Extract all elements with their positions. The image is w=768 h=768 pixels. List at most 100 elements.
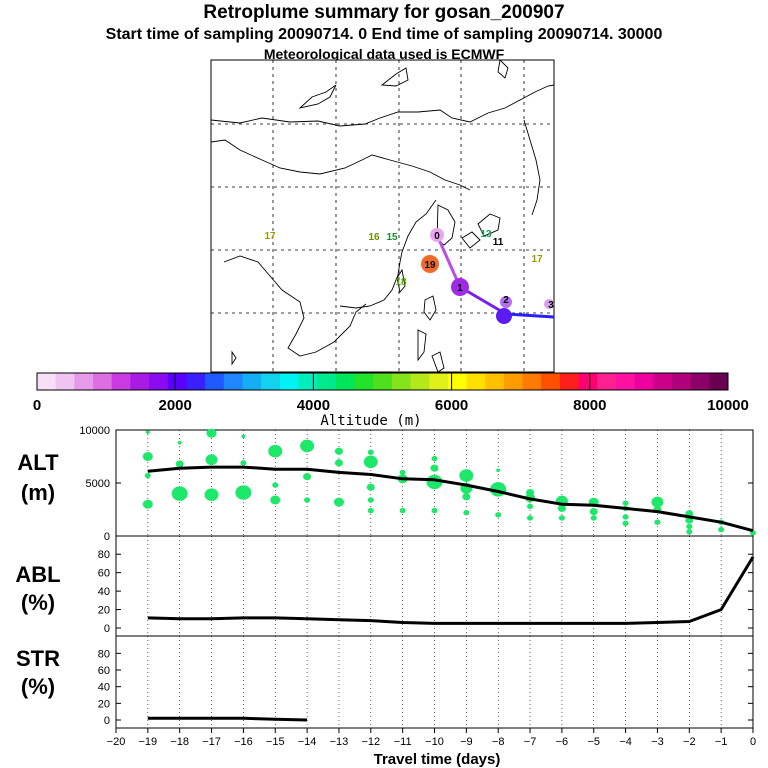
retroplume-map: 0 1 2 3 17 16 15 13 11 17 19 18 (210, 59, 555, 373)
y-tick-label: 80 (98, 549, 110, 561)
colorbar-segment (167, 373, 187, 390)
cluster-point (495, 512, 502, 518)
map-frame (210, 59, 555, 373)
cluster-point (145, 430, 150, 434)
colorbar-segment (317, 373, 337, 390)
cluster-point (333, 497, 344, 507)
colorbar-segment (653, 373, 673, 390)
cluster-point (268, 444, 283, 458)
point-label-1: 1 (457, 283, 463, 294)
x-tick-label: −12 (361, 736, 380, 748)
colorbar-segment (429, 373, 449, 390)
colorbar-segment (93, 373, 113, 390)
colorbar-segment (373, 373, 393, 390)
time-series-panels: 0 5000 10000 ALT (m) 0 20 40 60 80 ABL (%) 0 20 40 60 80… (15, 425, 756, 729)
x-tick-label: −10 (425, 736, 444, 748)
cluster-point (367, 507, 374, 514)
x-axis-label: Travel time (days) (374, 751, 501, 768)
cluster-point (241, 434, 246, 439)
trajectory-point-2 (496, 308, 512, 324)
panel-abl: 0 20 40 60 80 ABL (%) (15, 535, 755, 637)
colorbar-segment (709, 373, 729, 390)
y-tick-label: 20 (98, 698, 110, 710)
cluster-point (144, 472, 151, 479)
series-line-alt (147, 465, 754, 533)
colorbar-segment (279, 373, 299, 390)
cluster-point (622, 514, 629, 520)
colorbar-segment (690, 373, 710, 390)
x-tick-label: −3 (651, 736, 664, 748)
cluster-point (496, 468, 501, 473)
x-tick-label: −9 (460, 736, 473, 748)
x-tick-label: −1 (715, 736, 728, 748)
colorbar-segment (111, 373, 131, 390)
panel-unit-label: (%) (21, 674, 55, 699)
x-tick-label: −14 (298, 736, 317, 748)
x-tick-label: −5 (587, 736, 600, 748)
meteo-data-line: Meteorological data used is ECMWF (263, 46, 505, 62)
colorbar-segment (615, 373, 636, 390)
cluster-point (654, 519, 661, 525)
cluster-point (304, 497, 311, 503)
y-tick-label: 5000 (86, 478, 110, 490)
colorbar-segment (261, 373, 281, 390)
cluster-point (651, 496, 664, 508)
cluster-point (235, 485, 252, 500)
y-tick-label: 20 (98, 605, 110, 617)
y-tick-label: 80 (98, 648, 110, 660)
colorbar-segment (485, 373, 505, 390)
colorbar-segment (671, 373, 692, 390)
cluster-point (589, 508, 598, 516)
colorbar-segment (634, 373, 654, 390)
day-label-19: 19 (424, 260, 436, 271)
cluster-point (558, 515, 565, 521)
panel-label: ALT (17, 450, 59, 475)
point-label-0: 0 (434, 231, 440, 242)
x-tick-label: −16 (234, 736, 253, 748)
colorbar-segment (130, 373, 150, 390)
cluster-point (206, 428, 217, 438)
cluster-point (363, 455, 378, 469)
cluster-point (334, 447, 343, 455)
cluster-point (527, 515, 534, 521)
cluster-point (367, 449, 374, 455)
x-tick-label: −4 (619, 736, 632, 748)
cluster-point (462, 493, 471, 501)
cluster-point (177, 440, 182, 445)
colorbar-segment (242, 373, 262, 390)
colorbar-segment (522, 373, 542, 390)
coastlines (210, 59, 555, 373)
point-label-3: 3 (548, 300, 554, 311)
colorbar-segment (335, 373, 355, 390)
trajectory: 0 1 2 3 (421, 228, 554, 324)
colorbar-segment (354, 373, 374, 390)
cluster-point (204, 488, 219, 501)
point-label-2: 2 (503, 295, 509, 306)
cluster-point (171, 486, 188, 501)
sampling-time-line: Start time of sampling 20090714. 0 End t… (105, 26, 663, 43)
colorbar-segment (205, 373, 225, 390)
x-tick-label: −13 (330, 736, 349, 748)
cluster-point (686, 523, 693, 530)
altitude-colorbar: 0 2000 4000 6000 8000 10000 Altitude (m) (33, 372, 749, 429)
cluster-point (590, 515, 597, 521)
day-label-17a: 17 (264, 231, 276, 242)
colorbar-segment (578, 373, 598, 390)
panel-alt: 0 5000 10000 ALT (m) (17, 425, 756, 543)
cluster-point (272, 482, 279, 488)
colorbar-segment (149, 373, 169, 390)
cluster-point (142, 499, 153, 509)
colorbar-segment (37, 373, 57, 390)
cluster-point (463, 509, 470, 516)
cluster-point (240, 460, 247, 466)
colorbar-tick-label: 2000 (159, 397, 192, 414)
x-tick-label: −7 (524, 736, 537, 748)
colorbar-segment (298, 373, 318, 390)
series-line-str (147, 716, 308, 722)
y-tick-label: 0 (104, 715, 110, 727)
colorbar-segment (559, 373, 579, 390)
cluster-point (718, 526, 725, 533)
trajectory-point-3 (544, 299, 554, 309)
colorbar-ticks: 0 2000 4000 6000 8000 10000 (33, 373, 749, 414)
